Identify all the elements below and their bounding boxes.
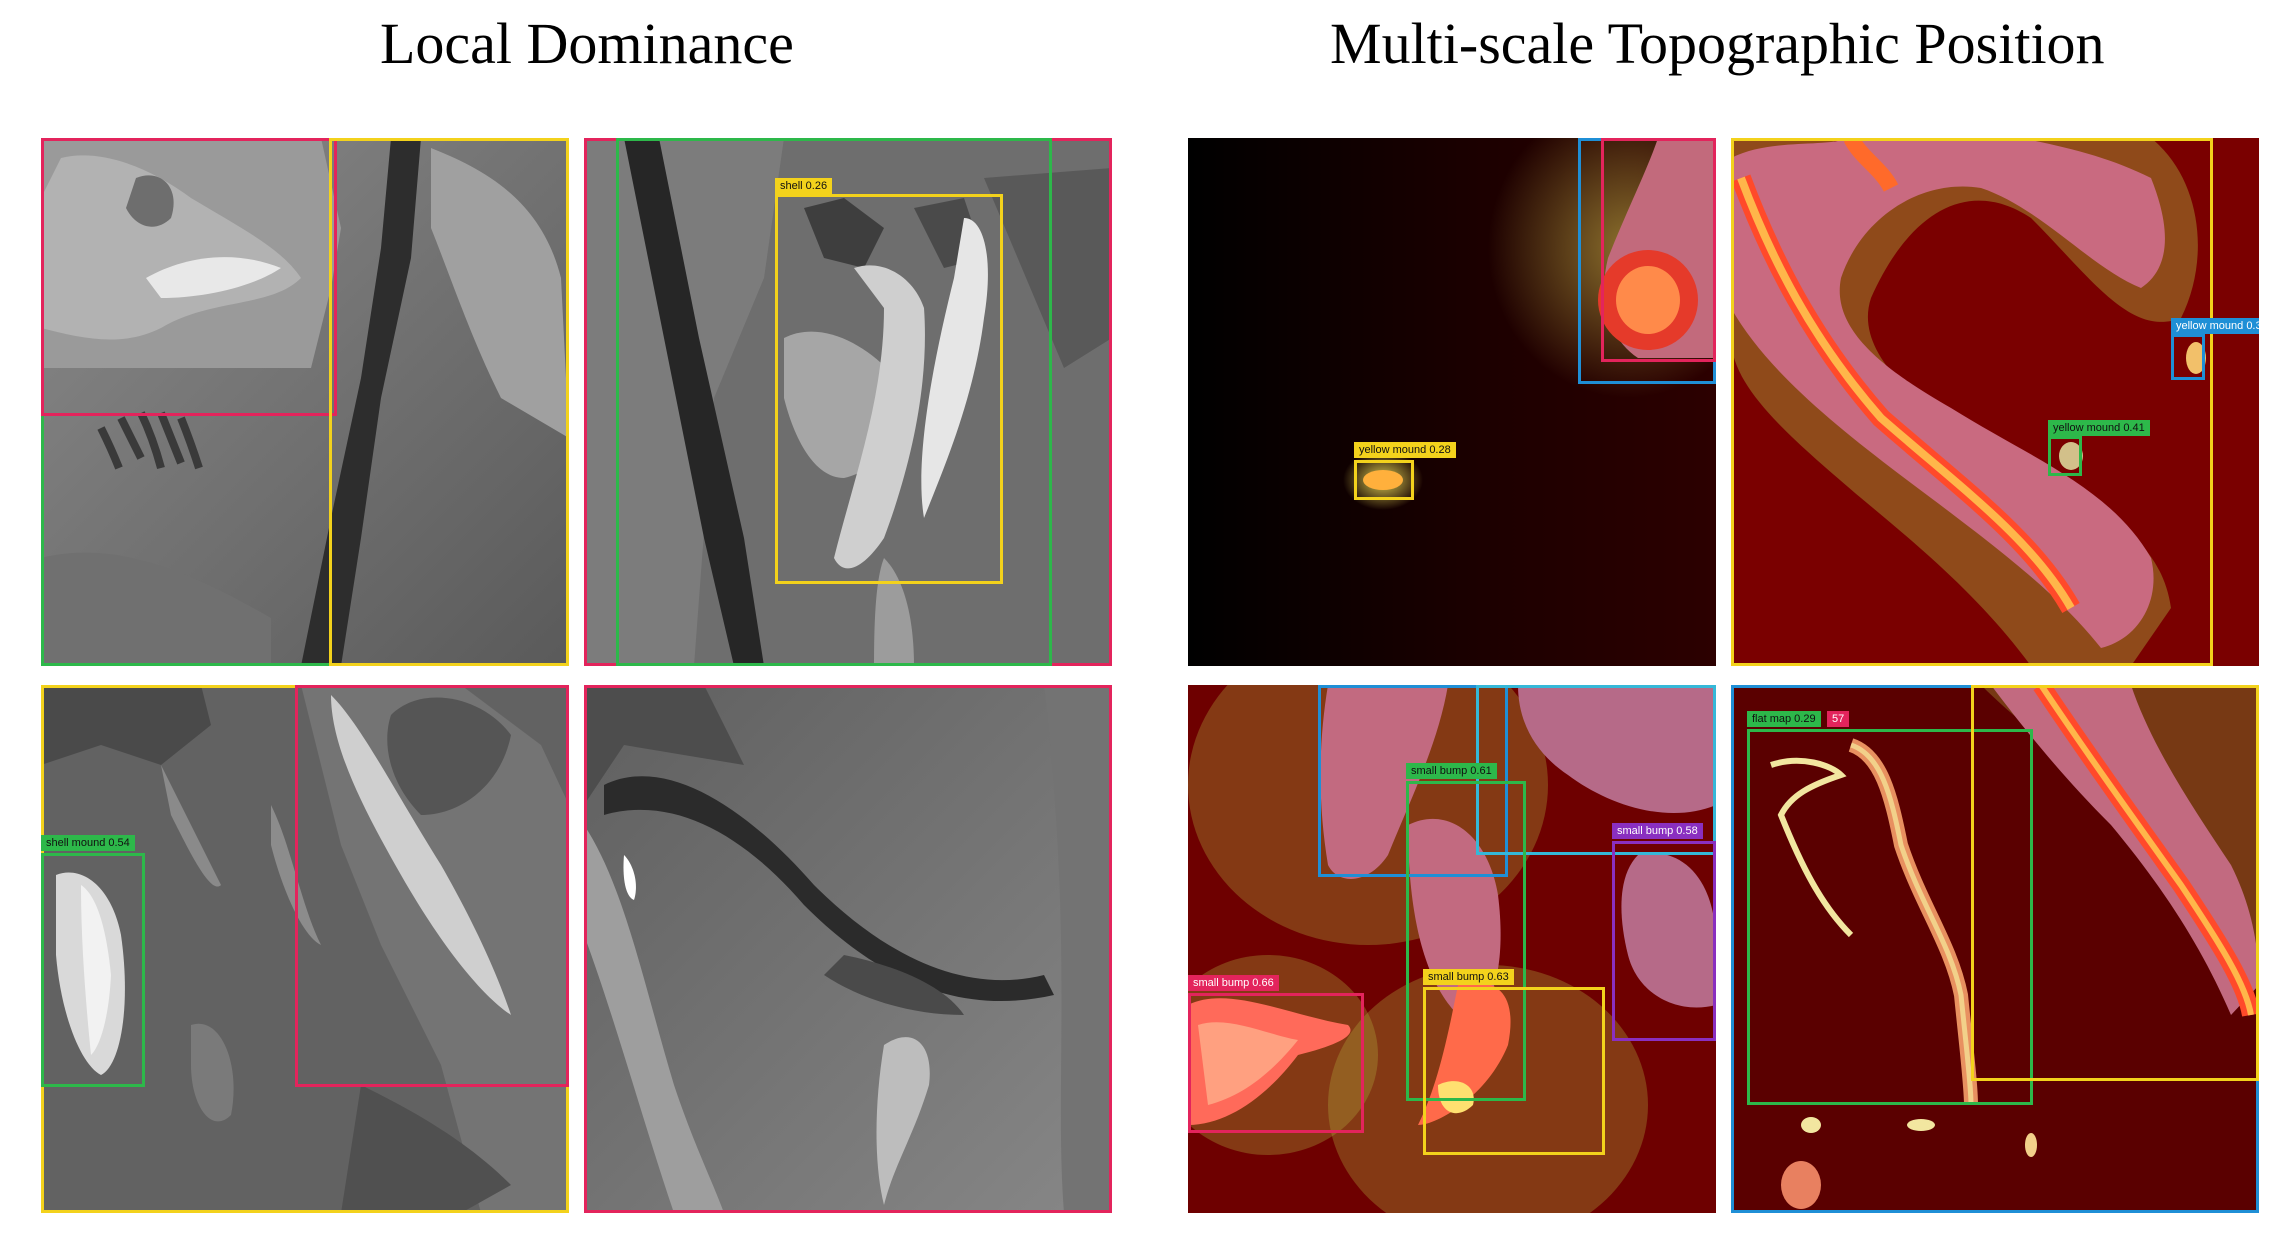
detection-label: small bump 0.63	[1423, 969, 1514, 985]
title-topographic-position: Multi-scale Topographic Position	[1330, 11, 2105, 76]
ld-panel-bottom-right	[584, 685, 1112, 1213]
ld-grayscale-image	[41, 685, 569, 1213]
detection-box	[584, 685, 1112, 1213]
detection-label: yellow mound 0.3	[2171, 318, 2259, 334]
detection-box	[2048, 436, 2082, 476]
detection-label: flat map 0.29	[1747, 711, 1821, 727]
detection-box	[775, 194, 1003, 584]
detection-box	[1354, 460, 1414, 500]
detection-box	[2171, 334, 2205, 380]
tp-heatmap-image	[1731, 138, 2259, 666]
tp-heatmap-image	[1731, 685, 2259, 1213]
detection-box	[1971, 685, 2259, 1081]
ld-panel-top-right: shell 0.26	[584, 138, 1112, 666]
detection-box	[1188, 993, 1364, 1133]
detection-box	[1406, 781, 1526, 1101]
detection-box	[41, 138, 337, 416]
detection-label: 57	[1827, 711, 1850, 727]
tp-panel-bottom-right: flat map 0.29 57	[1731, 685, 2259, 1213]
detection-box	[295, 685, 569, 1087]
detection-label: yellow mound 0.28	[1354, 442, 1456, 458]
detection-label: shell 0.26	[775, 178, 833, 194]
detection-box	[41, 853, 145, 1087]
tp-panel-bottom-left: small bump 0.61 small bump 0.58 small bu…	[1188, 685, 1716, 1213]
detection-label: yellow mound 0.41	[2048, 420, 2150, 436]
tp-heatmap-image	[1188, 685, 1716, 1213]
ld-grayscale-image	[584, 685, 1112, 1213]
detection-box	[329, 138, 569, 666]
detection-label: shell mound 0.54	[41, 835, 135, 851]
detection-box	[1731, 138, 2213, 666]
detection-label: small bump 0.58	[1612, 823, 1703, 839]
detection-box	[1601, 138, 1716, 362]
tp-panel-top-right: yellow mound 0.3 yellow mound 0.41	[1731, 138, 2259, 666]
detection-box	[1747, 729, 2033, 1105]
ld-grayscale-image	[41, 138, 569, 666]
detection-box	[1612, 841, 1716, 1041]
tp-panel-top-left: yellow mound 0.28	[1188, 138, 1716, 666]
detection-label: small bump 0.61	[1406, 763, 1497, 779]
detection-label: small bump 0.66	[1188, 975, 1279, 991]
detection-box	[616, 138, 1052, 666]
title-local-dominance: Local Dominance	[380, 11, 794, 76]
ld-grayscale-image	[584, 138, 1112, 666]
ld-panel-bottom-left: shell mound 0.54	[41, 685, 569, 1213]
detection-box	[1423, 987, 1605, 1155]
ld-panel-top-left	[41, 138, 569, 666]
